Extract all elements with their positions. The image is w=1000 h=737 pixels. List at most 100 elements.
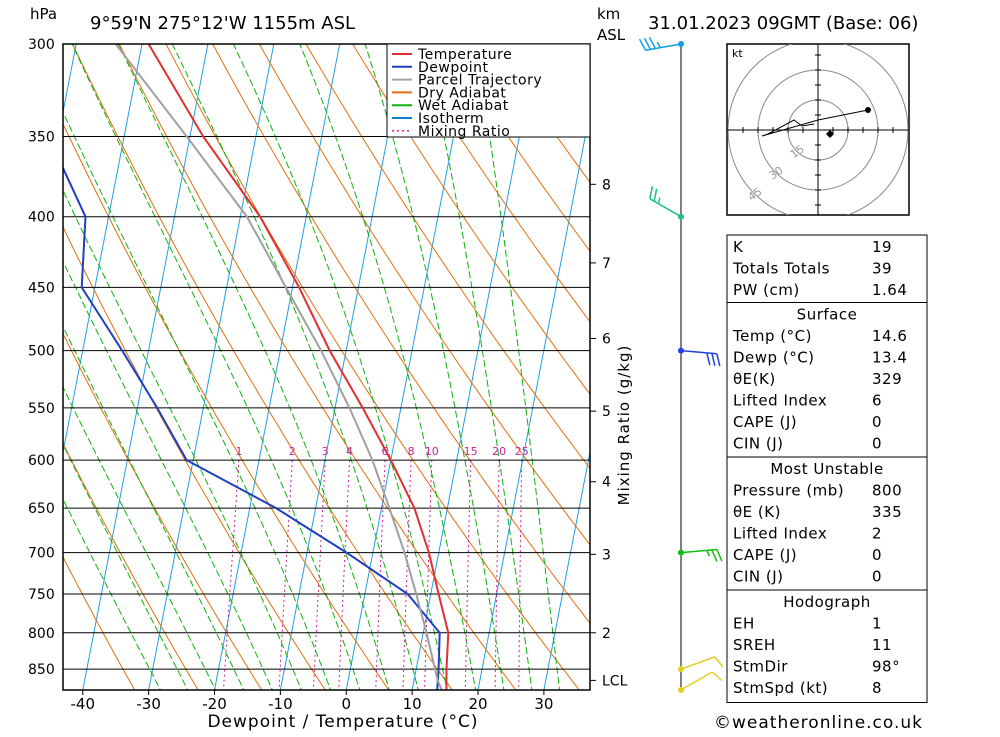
temperature-tick-label: -10 [268,695,293,713]
hodograph-table-row-label: EH [733,615,755,633]
temperature-tick-label: 0 [341,695,351,713]
pressure-tick-label: 800 [28,626,55,642]
indices-table-row-value: 19 [872,238,892,256]
isotherm-line [478,44,603,690]
hodograph-table-row-value: 8 [872,679,882,697]
isotherm-line [280,44,405,690]
dry-adiabat-line [0,44,139,697]
hodograph-table-row-value: 98° [872,658,900,676]
pressure-tick-label: 600 [28,453,55,469]
pressure-tick-label: 750 [28,587,55,603]
isotherm-line [215,44,340,690]
wind-barb-flag [649,37,655,48]
legend-label: Mixing Ratio [418,124,510,140]
surface-table-row-label: Temp (°C) [732,327,812,345]
wind-barb-flag [650,186,653,198]
wind-barb-staff [681,657,715,669]
wind-barb [650,186,684,219]
mixing-ratio-axis-label: Mixing Ratio (g/kg) [615,345,633,506]
dry-adiabat-line [119,44,521,697]
pressure-tick-label: 850 [28,662,55,678]
surface-table-row-label: CIN (J) [733,435,784,453]
mixing-ratio-label: 3 [322,445,329,458]
wind-barb [678,657,723,672]
indices-table-row-value: 39 [872,260,892,278]
height-tick-label: 5 [602,404,611,420]
wind-barb-staff [681,672,712,690]
height-tick-label: LCL [602,673,628,689]
temperature-line [149,44,449,690]
mixing-ratio-label: 6 [382,445,389,458]
dry-adiabat-line [306,44,776,697]
wind-barb-flag [715,657,723,667]
most-unstable-table-row-value: 0 [872,546,882,564]
wind-barb-flag [712,353,715,365]
surface-table-row-label: Lifted Index [733,392,827,410]
surface-table-row-value: 6 [872,392,882,410]
pressure-tick-label: 350 [28,130,55,146]
km-label: km [597,5,620,23]
mixing-ratio-label: 4 [346,445,353,458]
wind-barb-staff [681,351,717,354]
indices-table-row-label: K [733,238,744,256]
wind-barb [678,348,720,366]
indices-table-row-label: Totals Totals [732,260,830,278]
temperature-tick-label: 20 [468,695,487,713]
wet-adiabat-line [119,44,394,704]
temperature-tick-label: -20 [202,695,227,713]
hodograph-table-row-value: 11 [872,636,892,654]
surface-table-row-value: 0 [872,413,882,431]
pressure-tick-label: 550 [28,401,55,417]
most-unstable-table-title: Most Unstable [770,460,883,478]
mixing-ratio-label: 10 [425,445,439,458]
wind-barb-flag [717,549,722,561]
most-unstable-table-row-label: θE (K) [733,503,781,521]
wet-adiabat-line [0,44,167,704]
surface-table-row-value: 14.6 [872,327,907,345]
isotherm-line [0,44,10,690]
dry-adiabat-line [213,44,649,697]
hodograph-table-row-label: StmSpd (kt) [733,679,828,697]
hodograph-unit-label: kt [732,47,743,60]
temperature-tick-label: 30 [534,695,553,713]
wind-barb-flag [640,39,646,50]
pressure-gridlines [63,44,590,669]
temperature-tick-label: -40 [71,695,96,713]
mixing-ratio-label: 1 [235,445,242,458]
mixing-ratio-line [519,460,522,697]
wind-barb-staff [681,549,717,552]
most-unstable-table-row-value: 800 [872,482,902,500]
mixing-ratio-line [403,460,411,697]
wind-barb-flag [654,189,657,201]
profile-series [0,44,448,690]
wind-barb-staff [650,199,681,217]
hpa-label: hPa [30,5,57,23]
asl-label: ASL [597,26,626,44]
surface-table-row-label: CAPE (J) [733,413,797,431]
wet-adiabat-line [300,44,478,704]
mixing-ratio-label: 8 [408,445,415,458]
hodograph-table-title: Hodograph [783,593,871,611]
surface-table-row-label: Dewp (°C) [733,349,815,367]
surface-table-row-value: 0 [872,435,882,453]
surface-table-row-label: θE(K) [733,370,776,388]
most-unstable-table-row-label: Pressure (mb) [733,482,844,500]
x-axis-label: Dewpoint / Temperature (°C) [207,712,478,732]
height-tick-label: 7 [602,256,611,272]
pressure-tick-label: 650 [28,501,55,517]
wet-adiabat-line [32,44,336,704]
temperature-tick-label: -30 [136,695,161,713]
mixing-ratio-label: 15 [464,445,478,458]
mixing-ratio-label: 2 [289,445,296,458]
wind-barb-flag [717,354,720,366]
most-unstable-table-row-label: CIN (J) [733,568,784,586]
surface-table-row-value: 13.4 [872,349,907,367]
mixing-ratio-line [425,460,432,697]
mixing-ratio-line [338,460,349,697]
wind-barb-flag [712,672,721,680]
mixing-ratio-label: 20 [492,445,506,458]
wind-barb [678,672,722,693]
pressure-tick-label: 450 [28,280,55,296]
